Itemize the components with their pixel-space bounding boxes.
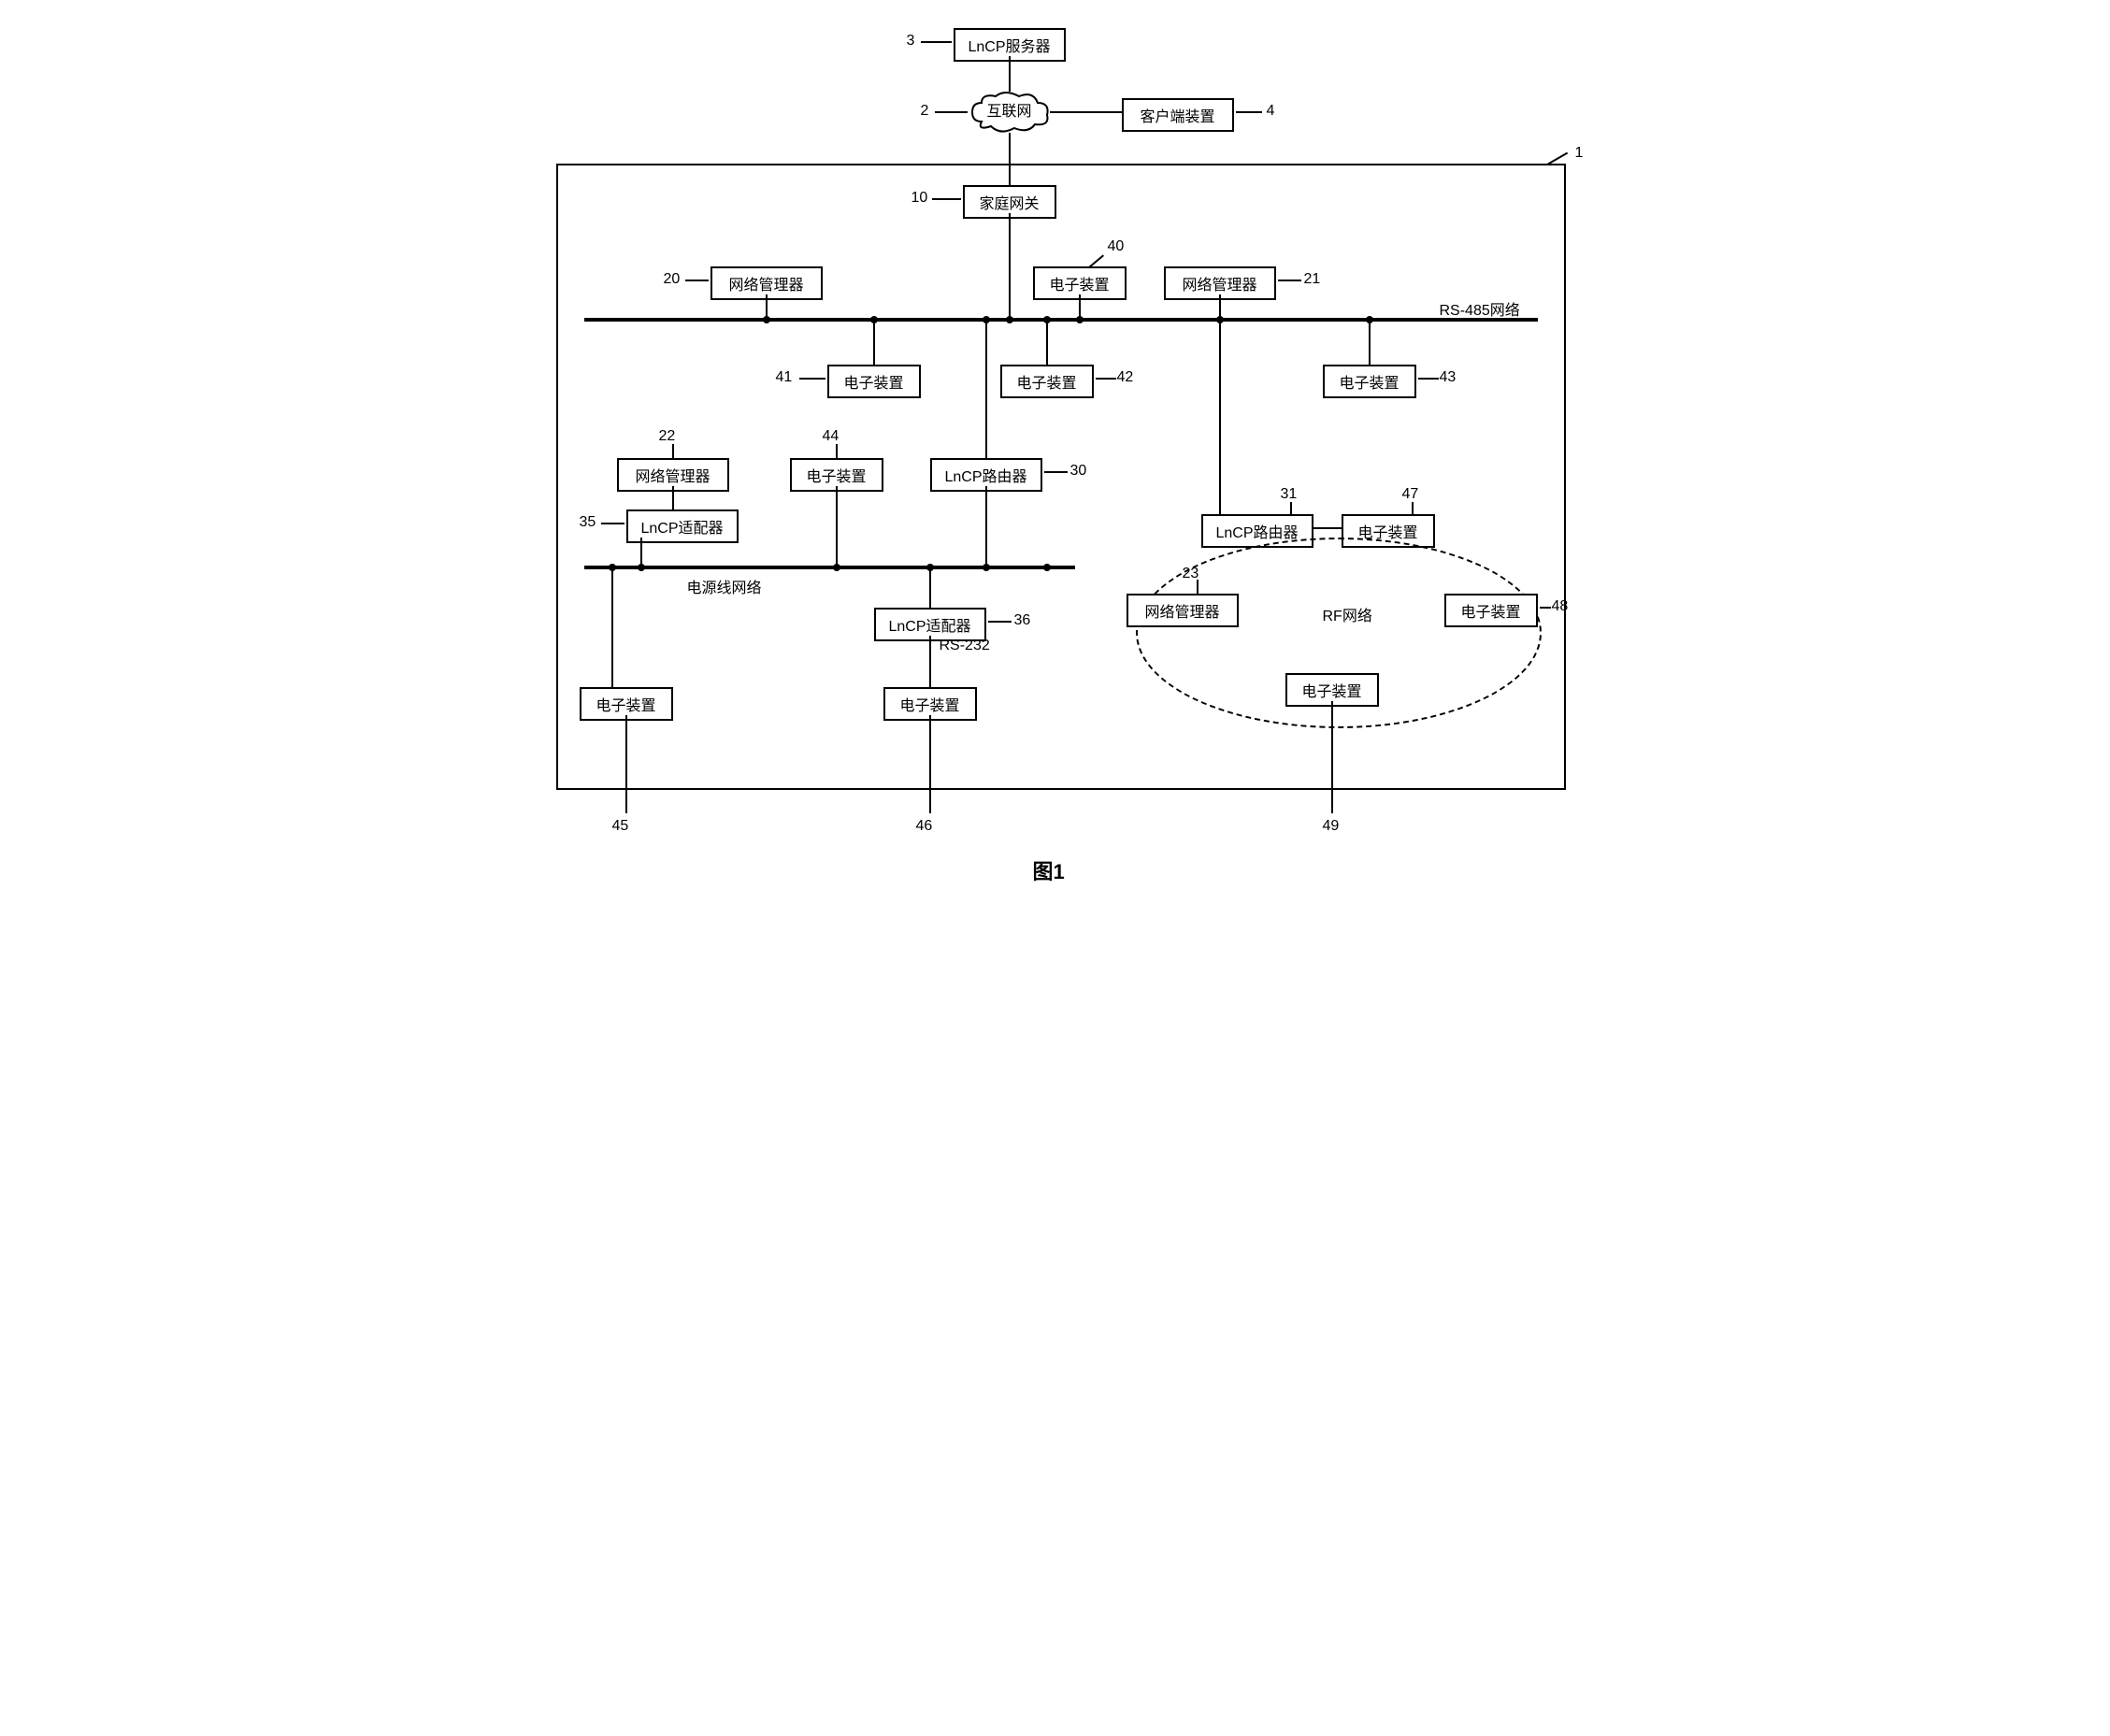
dot-pl-2	[638, 564, 645, 571]
stub-dev43	[1369, 320, 1371, 365]
internet-cloud: 互联网	[968, 89, 1052, 136]
stub-nm21	[1219, 294, 1221, 318]
ref-10: 10	[911, 190, 928, 207]
dot-rs485-6	[1076, 316, 1084, 323]
conn-router30-plbus	[985, 486, 987, 566]
conn-plbus-dev45	[611, 568, 613, 687]
dev-41: 电子装置	[827, 365, 921, 398]
leader-47	[1412, 502, 1414, 514]
ref-36: 36	[1014, 612, 1031, 629]
leader-31	[1290, 502, 1292, 514]
ref-22: 22	[659, 428, 676, 445]
stub-nm20	[766, 294, 768, 318]
leader-45	[625, 715, 627, 813]
dot-rs485-4	[1006, 316, 1013, 323]
dev-43: 电子装置	[1323, 365, 1416, 398]
ref-20: 20	[664, 271, 681, 288]
dev-48: 电子装置	[1444, 594, 1538, 627]
conn-adapter36-dev46	[929, 636, 931, 687]
leader-10	[932, 198, 961, 200]
ref-2: 2	[921, 103, 929, 120]
client-device: 客户端装置	[1122, 98, 1234, 132]
conn-nm22-adapter35	[672, 486, 674, 509]
boundary-ref: 1	[1575, 145, 1584, 162]
ref-30: 30	[1070, 463, 1087, 480]
leader-20	[685, 280, 709, 281]
leader-43	[1418, 378, 1439, 380]
dot-rs485-1	[763, 316, 770, 323]
ref-41: 41	[776, 369, 793, 386]
rf-label: RF网络	[1323, 603, 1372, 625]
ref-45: 45	[612, 818, 629, 835]
ref-43: 43	[1440, 369, 1457, 386]
leader-42	[1096, 378, 1116, 380]
ref-47: 47	[1402, 486, 1419, 503]
conn-dev44-plbus	[836, 486, 838, 566]
leader-23	[1197, 580, 1199, 594]
dot-pl-5	[983, 564, 990, 571]
conn-adapter35-plbus	[640, 538, 642, 566]
dot-pl-6	[1043, 564, 1051, 571]
leader-48	[1540, 607, 1551, 609]
stub-dev40	[1079, 294, 1081, 318]
ref-31: 31	[1281, 486, 1298, 503]
ref-46: 46	[916, 818, 933, 835]
nm-23: 网络管理器	[1127, 594, 1239, 627]
ref-21: 21	[1304, 271, 1321, 288]
conn-server-internet	[1009, 56, 1011, 92]
figure-label: 图1	[1033, 855, 1065, 885]
powerline-bus	[584, 566, 1075, 569]
stub-dev41	[873, 320, 875, 365]
ref-4: 4	[1267, 103, 1275, 120]
ref-35: 35	[580, 514, 596, 531]
ref-48: 48	[1552, 598, 1569, 615]
ref-49: 49	[1323, 818, 1340, 835]
ref-44: 44	[823, 428, 840, 445]
conn-bus-router30	[985, 320, 987, 458]
adapter-35: LnCP适配器	[626, 509, 739, 543]
conn-plbus-adapter36	[929, 568, 931, 608]
leader-41	[799, 378, 825, 380]
diagram-canvas: 1 LnCP服务器 3 互联网 2 客户端装置 4 家庭网关 10 网络管理器 …	[528, 19, 1583, 886]
leader-46	[929, 715, 931, 813]
rs232-label: RS-232	[940, 638, 990, 654]
conn-bus-router31	[1219, 320, 1221, 514]
conn-gateway-bus	[1009, 213, 1011, 318]
rs485-bus	[584, 318, 1538, 322]
leader-4	[1236, 111, 1262, 113]
powerline-label: 电源线网络	[687, 575, 762, 597]
rs485-label: RS-485网络	[1440, 297, 1520, 320]
dev-42: 电子装置	[1000, 365, 1094, 398]
stub-dev42	[1046, 320, 1048, 365]
leader-36	[988, 621, 1012, 623]
leader-2	[935, 111, 968, 113]
leader-3	[921, 41, 952, 43]
leader-21	[1278, 280, 1301, 281]
leader-30	[1044, 471, 1068, 473]
conn-router31-dev47	[1313, 527, 1342, 529]
leader-44	[836, 444, 838, 458]
dot-pl-3	[833, 564, 840, 571]
leader-35	[601, 523, 624, 524]
ref-42: 42	[1117, 369, 1134, 386]
leader-22	[672, 444, 674, 458]
ref-40: 40	[1108, 238, 1125, 255]
leader-49	[1331, 701, 1333, 813]
conn-internet-client	[1050, 111, 1122, 113]
internet-label: 互联网	[986, 104, 1031, 120]
ref-3: 3	[907, 33, 915, 50]
conn-internet-gateway	[1009, 133, 1011, 185]
